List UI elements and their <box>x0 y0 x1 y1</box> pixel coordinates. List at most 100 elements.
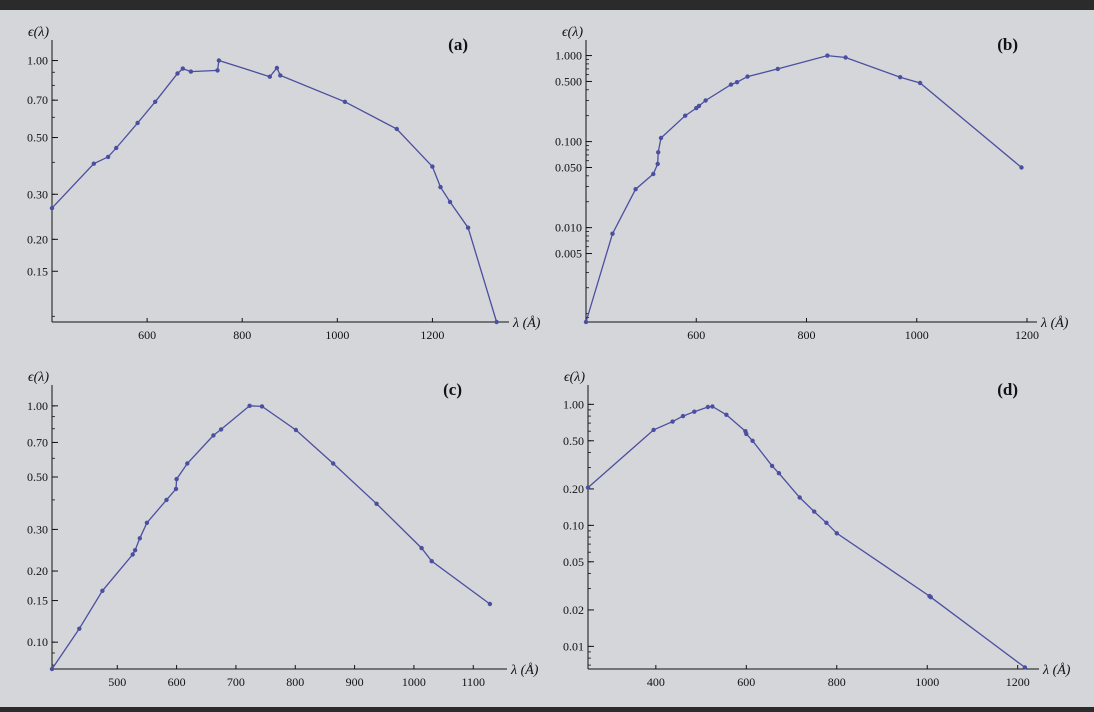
x-tick-label: 1000 <box>905 328 929 342</box>
data-point <box>843 55 848 60</box>
y-axis-label: ϵ(λ) <box>28 370 49 385</box>
data-point <box>658 135 664 141</box>
data-point <box>153 99 158 105</box>
x-tick-label: 600 <box>138 328 156 342</box>
x-tick-label: 1200 <box>1015 328 1039 342</box>
data-point <box>825 53 830 58</box>
y-tick-label: 0.15 <box>27 594 48 608</box>
y-tick-label: 0.01 <box>563 639 584 653</box>
x-tick-label: 500 <box>108 675 126 689</box>
data-point <box>188 69 194 74</box>
y-tick-label: 1.00 <box>563 397 584 411</box>
x-tick-label: 1200 <box>420 328 444 342</box>
panel-label: (b) <box>997 35 1018 54</box>
x-tick-label: 600 <box>737 675 755 689</box>
data-point <box>419 545 424 551</box>
x-tick-label: 900 <box>346 675 364 689</box>
panel-label: (a) <box>448 35 468 54</box>
data-point <box>293 427 299 433</box>
data-point <box>656 150 661 155</box>
y-tick-label: 0.20 <box>27 232 48 246</box>
x-tick-label: 800 <box>828 675 846 689</box>
y-tick-label: 0.10 <box>563 518 584 532</box>
x-tick-label: 600 <box>687 328 705 342</box>
data-point <box>465 225 471 230</box>
data-point <box>105 154 111 160</box>
data-point <box>585 485 591 490</box>
y-tick-label: 0.500 <box>555 74 582 88</box>
data-point <box>132 548 138 553</box>
y-tick-label: 1.00 <box>27 54 48 68</box>
y-tick-label: 0.50 <box>27 470 48 484</box>
data-point <box>710 404 715 409</box>
y-tick-label: 0.50 <box>563 434 584 448</box>
x-tick-label: 700 <box>227 675 245 689</box>
data-point <box>734 80 740 85</box>
data-point <box>651 427 656 433</box>
data-point <box>583 319 589 325</box>
x-tick-label: 400 <box>647 675 665 689</box>
y-axis-label: ϵ(λ) <box>28 25 49 40</box>
x-tick-label: 1000 <box>325 328 349 342</box>
chart-panel-a: 600 800 1000 1200 1.00 0.70 0.50 0.30 0.20 0.15 ϵ(… <box>27 25 541 342</box>
x-tick-label: 1200 <box>1006 675 1030 689</box>
chart-panel-d: 400 600 800 1000 1200 1.00 0.50 0.20 0.10 0.05 0.0… <box>563 370 1071 689</box>
data-point <box>247 403 252 408</box>
data-point <box>438 184 443 190</box>
data-point <box>655 161 660 167</box>
y-tick-label: 1.00 <box>27 399 48 413</box>
data-point <box>91 161 97 166</box>
data-point <box>130 552 135 557</box>
data-point <box>216 58 222 63</box>
series-line <box>51 405 491 670</box>
data-point <box>49 205 55 211</box>
x-tick-label: 1000 <box>402 675 426 689</box>
figure-canvas: 600 800 1000 1200 1.00 0.70 0.50 0.30 0.20 0.15 ϵ(… <box>27 25 1071 689</box>
data-point <box>180 66 185 71</box>
data-point <box>211 433 216 438</box>
data-point <box>135 120 140 126</box>
data-point <box>342 99 348 105</box>
y-tick-label: 0.100 <box>555 135 582 149</box>
data-point <box>267 74 272 79</box>
y-tick-label: 0.05 <box>563 555 584 569</box>
data-point <box>724 412 729 417</box>
data-point <box>1022 665 1028 670</box>
data-point <box>775 66 780 72</box>
data-point <box>692 409 697 414</box>
series-line <box>587 405 1026 668</box>
x-tick-label: 800 <box>798 328 816 342</box>
data-point <box>1019 165 1024 170</box>
data-point <box>185 461 190 466</box>
chart-panel-b: 600 800 1000 1200 1.000 0.500 0.100 0.050 0.010 0… <box>555 25 1069 342</box>
data-point <box>696 103 702 109</box>
figure-background: 600 800 1000 1200 1.00 0.70 0.50 0.30 0.20 0.15 ϵ(… <box>0 10 1094 707</box>
y-tick-label: 0.70 <box>27 435 48 449</box>
x-tick-label: 800 <box>233 328 251 342</box>
y-tick-label: 0.70 <box>27 93 48 107</box>
data-point <box>651 171 656 177</box>
data-point <box>745 74 750 79</box>
data-point <box>898 75 903 80</box>
data-point <box>776 471 782 476</box>
y-tick-label: 0.20 <box>563 482 584 496</box>
data-point <box>100 588 105 593</box>
data-point <box>218 427 224 432</box>
y-tick-label: 0.010 <box>555 221 582 235</box>
data-point <box>610 231 615 236</box>
x-tick-label: 600 <box>168 675 186 689</box>
chart-panel-c: 500 600 700 800 900 1000 1100 1.00 0.70 0.50 0.30 0… <box>27 370 539 689</box>
data-point <box>824 520 829 525</box>
data-point <box>670 419 675 424</box>
y-tick-label: 0.10 <box>27 635 48 649</box>
x-tick-label: 800 <box>286 675 304 689</box>
data-point <box>259 404 265 409</box>
data-point <box>744 431 749 437</box>
data-point <box>928 595 933 600</box>
data-point <box>175 71 180 76</box>
data-point <box>834 531 839 536</box>
data-point <box>173 486 179 492</box>
data-point <box>633 187 638 192</box>
data-point <box>683 113 688 118</box>
y-tick-label: 0.50 <box>27 131 48 145</box>
